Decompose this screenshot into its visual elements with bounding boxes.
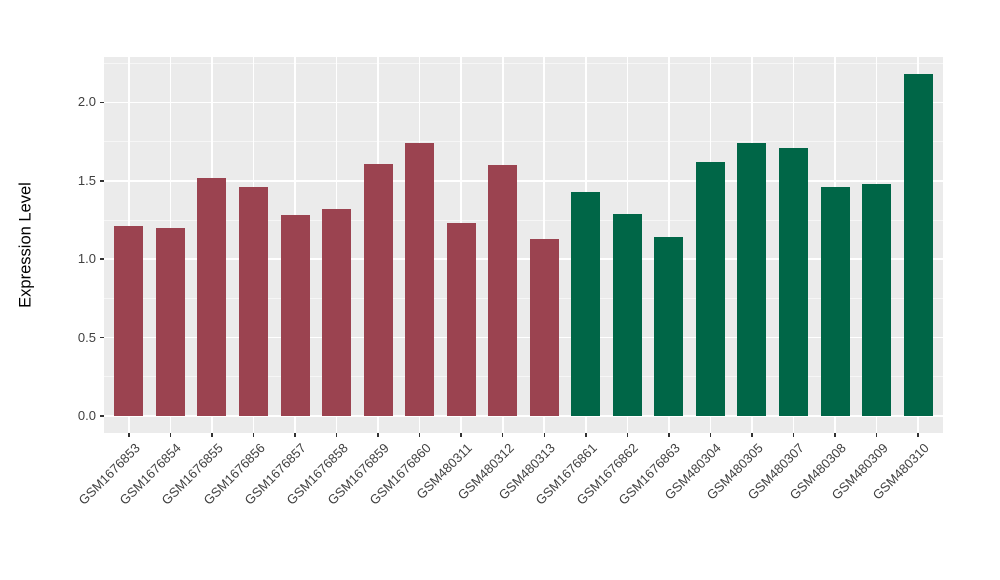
x-axis-tick	[668, 433, 670, 437]
bar	[903, 74, 933, 416]
y-axis-tick	[100, 180, 104, 182]
major-gridline	[104, 180, 943, 182]
x-axis-tick	[335, 433, 338, 437]
x-axis-tick	[626, 433, 629, 437]
y-axis-tick	[100, 258, 104, 260]
bar	[405, 143, 435, 416]
bar	[737, 143, 767, 416]
bar	[571, 191, 601, 416]
y-tick-label: 0.0	[77, 408, 96, 423]
bar	[239, 187, 269, 416]
major-gridline	[104, 258, 943, 260]
x-axis-tick	[169, 433, 172, 437]
minor-gridline	[104, 297, 943, 299]
x-axis-tick	[917, 433, 919, 437]
bar	[322, 209, 352, 416]
y-axis-tick	[100, 101, 104, 104]
bar	[778, 147, 808, 416]
bar	[488, 165, 518, 416]
x-axis-tick	[709, 433, 712, 437]
bar	[280, 215, 310, 416]
bar	[114, 226, 144, 416]
x-axis-tick	[460, 433, 462, 437]
x-axis-tick	[252, 433, 255, 437]
major-gridline	[104, 336, 943, 339]
plot-panel	[104, 57, 943, 433]
y-tick-label: 2.0	[77, 94, 96, 110]
bar	[446, 223, 476, 416]
x-axis-tick	[128, 433, 130, 437]
minor-gridline	[104, 219, 943, 221]
major-gridline	[104, 415, 943, 417]
x-axis-tick	[751, 433, 753, 437]
bar	[197, 177, 227, 416]
bar	[695, 161, 725, 416]
bar	[363, 163, 393, 416]
x-axis-tick	[585, 433, 587, 437]
y-tick-label: 0.5	[77, 329, 96, 345]
bar	[155, 227, 185, 416]
x-axis-tick	[875, 433, 878, 437]
y-tick-label: 1.0	[77, 251, 96, 267]
bar	[820, 187, 850, 416]
y-axis-tick	[100, 336, 104, 339]
x-axis-tick	[792, 433, 795, 437]
major-gridline	[104, 101, 943, 104]
x-axis-tick	[543, 433, 546, 437]
minor-gridline	[104, 141, 943, 143]
minor-gridline	[104, 62, 943, 64]
bar	[612, 213, 642, 416]
bar	[862, 183, 892, 416]
y-tick-label: 1.5	[77, 172, 96, 188]
x-axis-tick	[418, 433, 421, 437]
x-axis-tick	[294, 433, 296, 437]
bar	[529, 238, 559, 416]
x-axis-tick	[501, 433, 504, 437]
y-axis-title: Expression Level	[16, 182, 35, 308]
x-axis-tick	[211, 433, 213, 437]
x-axis-tick	[377, 433, 379, 437]
y-axis-tick	[100, 415, 104, 417]
x-axis-tick	[834, 433, 836, 437]
minor-gridline	[104, 376, 943, 378]
bar	[654, 237, 684, 416]
